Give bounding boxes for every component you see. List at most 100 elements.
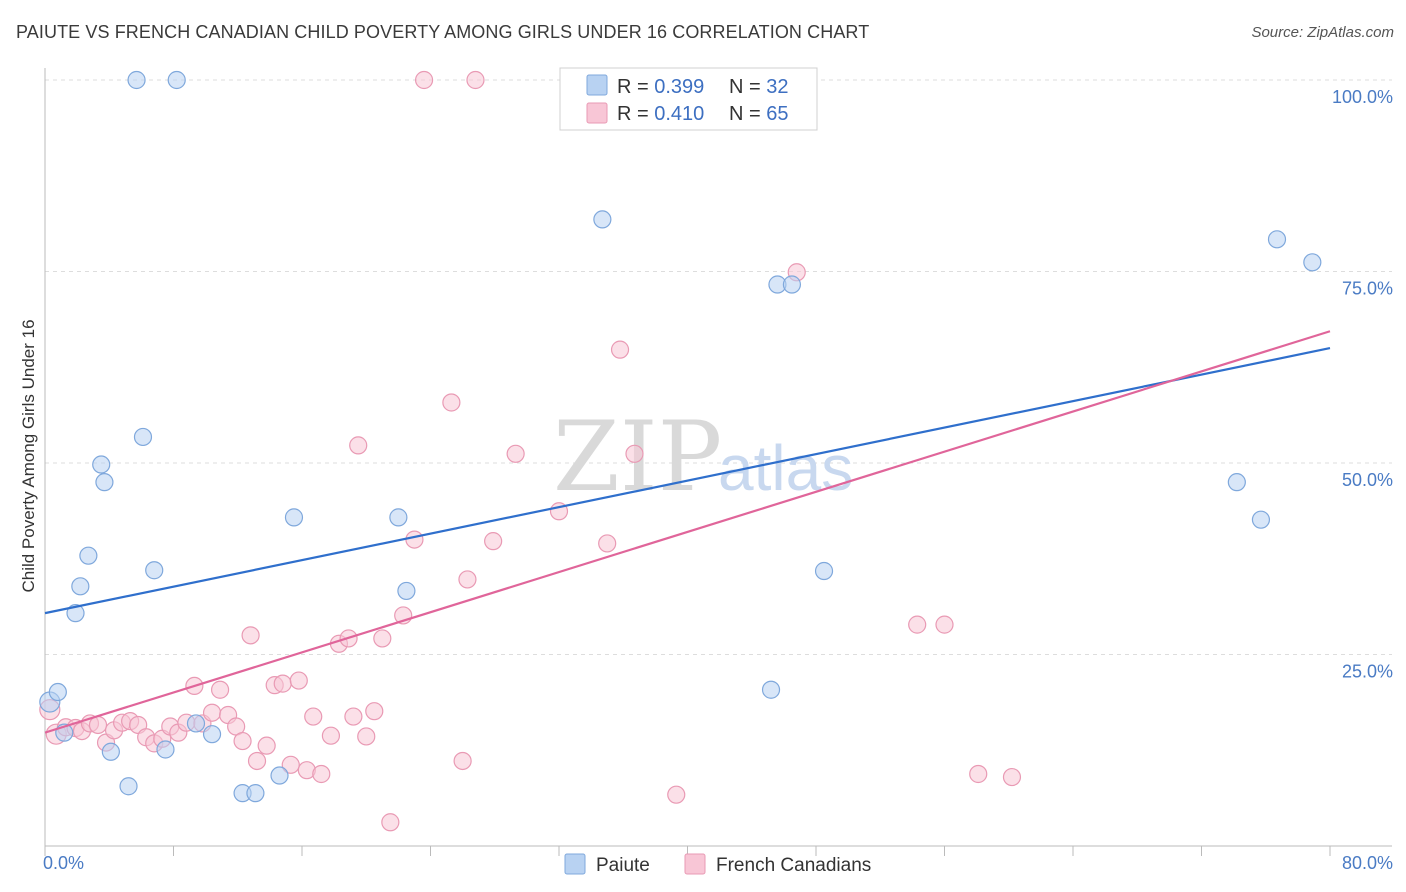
legend-row-paiute-n: N = 32 — [729, 76, 789, 98]
french-canadians-point — [453, 751, 472, 771]
y-tick-label: 25.0% — [1342, 662, 1393, 682]
french-canadians-point — [312, 764, 331, 784]
y-tick-label: 75.0% — [1342, 279, 1393, 299]
paiute-point — [1303, 253, 1322, 272]
french-canadians-point — [210, 680, 230, 699]
french-canadians-point — [273, 674, 292, 693]
y-axis-label: Child Poverty Among Girls Under 16 — [19, 319, 38, 592]
bottom-legend-swatch-paiute — [564, 853, 586, 875]
paiute-point — [167, 70, 186, 90]
paiute-point — [145, 561, 164, 580]
paiute-point — [156, 740, 175, 759]
legend-n-label: N = — [729, 76, 766, 98]
legend-swatch-paiute — [586, 74, 608, 96]
legend-swatch-french — [586, 102, 608, 124]
y-tick-label: 100.0% — [1332, 87, 1393, 107]
french-canadians-point — [969, 764, 988, 784]
paiute-point — [119, 777, 138, 796]
paiute-point — [593, 210, 612, 229]
french-canadians-point — [484, 532, 503, 551]
legend-n-label: N = — [729, 103, 766, 125]
paiute-point — [186, 714, 206, 733]
french-canadians-point — [247, 751, 267, 771]
paiute-points — [39, 70, 1322, 803]
paiute-point — [270, 766, 289, 785]
legend-row-french: R = 0.410 — [617, 103, 704, 125]
paiute-point — [1251, 510, 1271, 529]
grid-lines — [45, 79, 1392, 655]
paiute-point — [92, 455, 111, 474]
legend-row-french-n: N = 65 — [729, 103, 789, 125]
legend-r-label: R = — [617, 76, 654, 98]
french-canadians-point — [935, 615, 954, 634]
french-canadians-point — [506, 444, 525, 463]
french-canadians-point — [349, 436, 368, 455]
french-canadians-point — [610, 340, 630, 359]
french-canadians-point — [667, 785, 686, 804]
french-canadians-point — [414, 70, 434, 90]
french-canadians-point — [304, 707, 323, 726]
paiute-point — [79, 546, 98, 565]
legend-r-value: 0.399 — [654, 76, 704, 98]
paiute-point — [95, 473, 114, 492]
paiute-point — [782, 275, 802, 294]
paiute-point — [133, 427, 153, 447]
legend-n-value: 65 — [766, 103, 788, 125]
legend-r-value: 0.410 — [654, 103, 704, 125]
watermark-atlas: atlas — [718, 432, 853, 504]
bottom-legend-label-french: French Canadians — [716, 855, 871, 876]
paiute-point — [66, 604, 85, 623]
french-canadians-point — [344, 707, 363, 726]
french-canadians-point — [321, 726, 341, 745]
french-canadians-point — [405, 530, 424, 549]
french-canadians-point — [1002, 767, 1022, 787]
bottom-legend-label-paiute: Paiute — [596, 855, 650, 876]
paiute-point — [1227, 473, 1246, 492]
french-canadians-point — [381, 813, 400, 832]
legend-r-label: R = — [617, 103, 654, 125]
french-canadians-point — [442, 393, 461, 412]
paiute-point — [1267, 230, 1287, 249]
x-tick-labels: 0.0% 80.0% — [43, 853, 1393, 873]
paiute-point — [101, 742, 120, 761]
paiute-point — [814, 561, 834, 581]
paiute-trend-line — [44, 347, 1331, 615]
paiute-point — [246, 784, 265, 803]
paiute-point — [389, 508, 408, 527]
y-tick-labels: 25.0% 50.0% 75.0% 100.0% — [1332, 87, 1393, 682]
paiute-point — [397, 581, 416, 601]
french-canadians-point — [458, 570, 477, 589]
paiute-point — [48, 682, 67, 702]
french-canadians-point — [202, 703, 222, 722]
french-canadians-point — [908, 615, 927, 634]
french-canadians-point — [625, 444, 644, 463]
french-canadians-point — [233, 731, 252, 751]
paiute-point — [284, 508, 304, 527]
french-canadians-trend-line — [44, 330, 1331, 734]
french-canadians-point — [466, 70, 485, 90]
french-canadians-point — [598, 534, 617, 553]
french-canadians-point — [257, 736, 276, 755]
french-canadians-point — [241, 626, 260, 645]
paiute-point — [202, 725, 222, 744]
x-tick-label: 0.0% — [43, 853, 84, 873]
legend-n-value: 32 — [766, 76, 788, 98]
french-canadians-point — [357, 727, 376, 746]
french-canadians-points — [39, 70, 1022, 832]
x-tick-label: 80.0% — [1342, 853, 1393, 873]
y-tick-label: 50.0% — [1342, 470, 1393, 490]
source-label: Source: ZipAtlas.com — [1251, 24, 1394, 41]
chart-title: PAIUTE VS FRENCH CANADIAN CHILD POVERTY … — [16, 22, 870, 42]
bottom-legend-swatch-french — [684, 853, 706, 875]
legend: R = 0.399 N = 32 R = 0.410 N = 65 — [559, 67, 818, 131]
legend-row-paiute: R = 0.399 — [617, 76, 704, 98]
french-canadians-point — [289, 671, 308, 690]
paiute-point — [761, 680, 781, 699]
french-canadians-point — [281, 755, 300, 774]
french-canadians-point — [365, 702, 384, 721]
trend-lines — [44, 330, 1331, 734]
paiute-point — [127, 70, 146, 90]
french-canadians-point — [373, 629, 392, 648]
bottom-legend: Paiute French Canadians — [564, 853, 871, 876]
